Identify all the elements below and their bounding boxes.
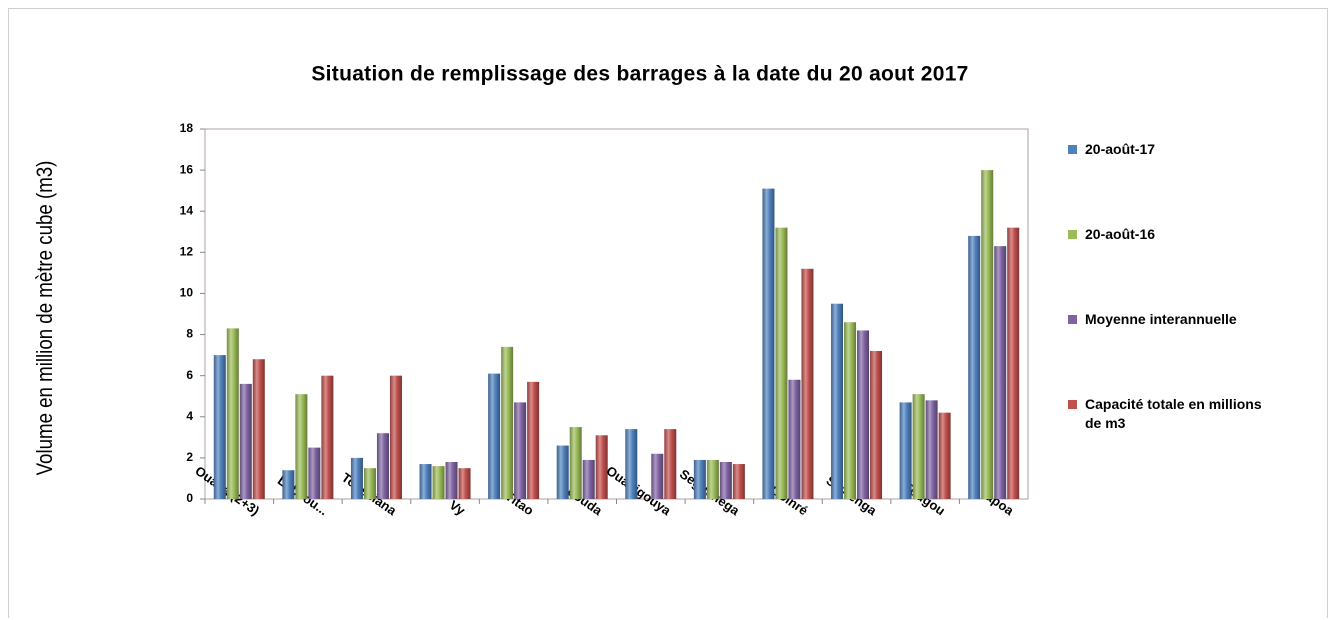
bar xyxy=(308,447,321,499)
bar xyxy=(775,227,788,499)
y-tick-label: 6 xyxy=(186,368,193,382)
y-tick-label: 18 xyxy=(180,121,194,135)
bar xyxy=(458,468,471,499)
bar xyxy=(912,394,925,499)
bar xyxy=(938,412,951,499)
bar xyxy=(295,394,308,499)
legend-item: Capacité totale en millions de m3 xyxy=(1068,395,1275,433)
bar xyxy=(569,427,582,499)
bar xyxy=(226,328,239,499)
bar xyxy=(732,464,745,499)
bar xyxy=(857,330,870,499)
y-tick-label: 8 xyxy=(186,327,193,341)
legend-label: Capacité totale en millions de m3 xyxy=(1085,396,1262,431)
y-tick-label: 16 xyxy=(180,162,194,176)
bar xyxy=(239,383,252,499)
legend-swatch xyxy=(1068,230,1077,239)
legend-item: 20-août-16 xyxy=(1068,225,1275,244)
bar xyxy=(844,322,857,499)
y-tick-label: 12 xyxy=(180,245,194,259)
bar xyxy=(1007,227,1020,499)
legend-label: 20-août-17 xyxy=(1085,141,1156,157)
legend-label: Moyenne interannuelle xyxy=(1085,311,1237,327)
x-tick-label: Vy xyxy=(447,497,469,519)
bar xyxy=(899,402,912,499)
legend-item: Moyenne interannuelle xyxy=(1068,310,1275,329)
bar xyxy=(925,400,938,499)
bar xyxy=(501,346,514,499)
y-tick-label: 4 xyxy=(186,409,193,423)
bar xyxy=(419,464,432,499)
bar xyxy=(762,188,775,499)
bar xyxy=(282,470,295,499)
y-axis-label: Volume en million de mètre cube (m3) xyxy=(33,161,57,476)
bar xyxy=(582,459,595,499)
bar xyxy=(664,429,677,499)
bar xyxy=(651,453,664,499)
legend-swatch xyxy=(1068,145,1077,154)
bar xyxy=(625,429,638,499)
bar xyxy=(363,468,376,499)
bar xyxy=(706,459,719,499)
bar xyxy=(213,355,226,499)
bar xyxy=(595,435,608,499)
bar xyxy=(831,303,844,499)
chart-title: Situation de remplissage des barrages à … xyxy=(311,63,968,86)
y-tick-label: 14 xyxy=(180,203,194,217)
bar xyxy=(994,246,1007,499)
bar xyxy=(350,457,363,499)
y-tick-label: 2 xyxy=(186,450,193,464)
bar xyxy=(870,351,883,499)
legend-label: 20-août-16 xyxy=(1085,226,1156,242)
bar xyxy=(527,381,540,499)
bar xyxy=(252,359,265,499)
bar xyxy=(981,170,994,499)
bar xyxy=(389,375,402,499)
bar xyxy=(445,462,458,499)
y-tick-label: 0 xyxy=(186,491,193,505)
bar xyxy=(488,373,501,499)
bar xyxy=(376,433,389,499)
bar xyxy=(432,466,445,499)
bar xyxy=(514,402,527,499)
bar xyxy=(556,445,569,499)
frame xyxy=(8,8,1328,618)
y-tick-label: 10 xyxy=(180,286,194,300)
legend-swatch xyxy=(1068,315,1077,324)
bar xyxy=(801,268,814,499)
x-tick-label: Ouahigouya xyxy=(604,463,675,519)
bar xyxy=(321,375,334,499)
legend-swatch xyxy=(1068,400,1077,409)
bar xyxy=(693,459,706,499)
bar xyxy=(719,462,732,499)
legend-item: 20-août-17 xyxy=(1068,140,1275,159)
bar xyxy=(968,235,981,499)
bar xyxy=(788,379,801,499)
